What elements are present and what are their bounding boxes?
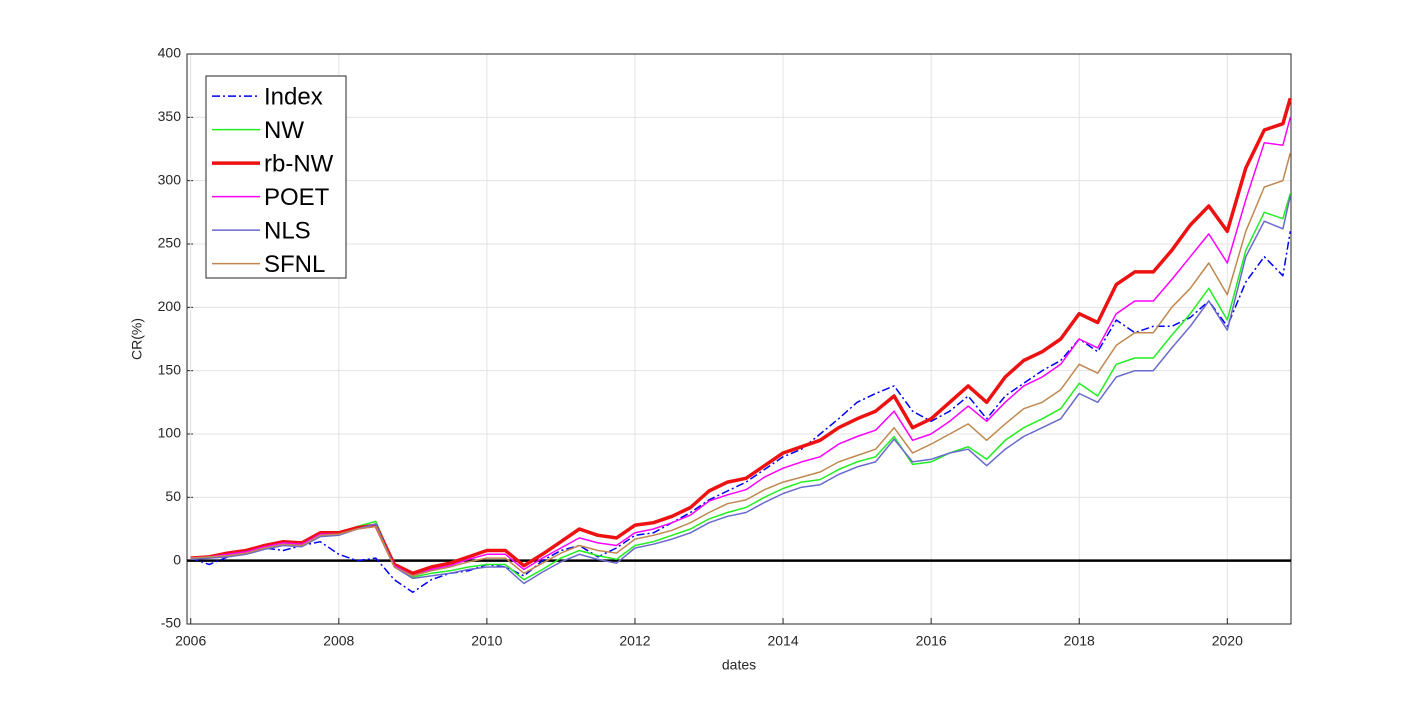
x-tick-label: 2018 <box>1064 633 1095 649</box>
y-tick-label: 150 <box>158 361 182 377</box>
legend-label: rb-NW <box>264 150 334 177</box>
y-tick-label: 100 <box>158 425 182 441</box>
y-axis-label: CR(%) <box>129 318 145 360</box>
y-tick-label: 200 <box>158 298 182 314</box>
y-tick-label: 250 <box>158 235 182 251</box>
legend-label: NW <box>264 117 304 144</box>
x-tick-label: 2020 <box>1212 633 1243 649</box>
x-tick-label: 2008 <box>323 633 354 649</box>
legend-label: Index <box>264 83 323 110</box>
x-tick-label: 2012 <box>619 633 650 649</box>
x-tick-label: 2006 <box>175 633 206 649</box>
line-series <box>190 231 1292 594</box>
y-tick-label: 300 <box>158 171 182 187</box>
line-series <box>190 97 1292 576</box>
line-series <box>190 193 1292 581</box>
x-tick-label: 2014 <box>767 633 798 649</box>
legend-label: NLS <box>264 217 311 244</box>
x-axis-label: dates <box>722 657 756 673</box>
line-series <box>190 195 1292 585</box>
legend-box <box>205 75 347 279</box>
x-tick-label: 2010 <box>471 633 502 649</box>
y-tick-label: 0 <box>173 551 181 567</box>
line-series <box>190 152 1292 577</box>
legend: Index NW rb-NW POET NLS SFNL <box>205 75 347 279</box>
plot-frame <box>186 53 1292 625</box>
y-tick-label: -50 <box>161 615 181 631</box>
x-tick-label: 2016 <box>916 633 947 649</box>
legend-label: POET <box>264 184 330 211</box>
y-tick-label: 50 <box>165 488 181 504</box>
y-tick-label: 350 <box>158 108 182 124</box>
y-tick-label: 400 <box>158 45 182 61</box>
line-series <box>190 117 1292 577</box>
legend-label: SFNL <box>264 251 325 278</box>
